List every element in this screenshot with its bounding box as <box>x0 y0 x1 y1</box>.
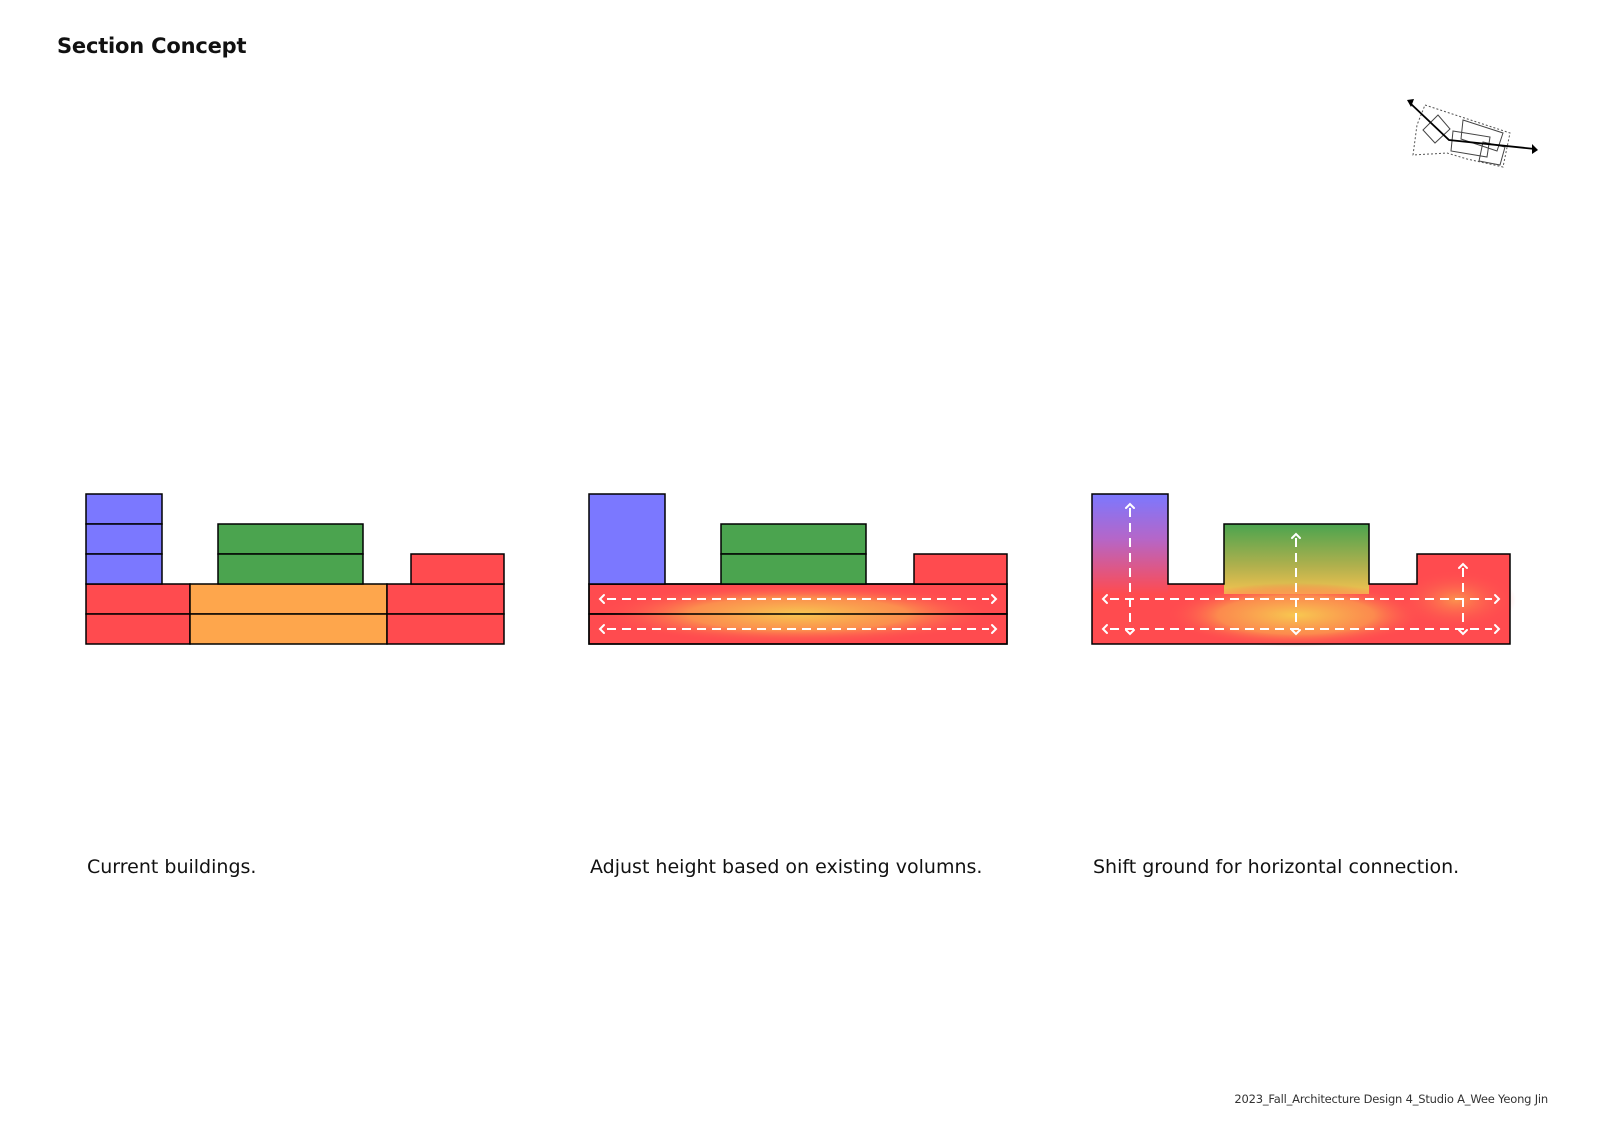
arrowhead-right-upper <box>991 594 998 604</box>
ground-floor-left <box>85 583 191 615</box>
red-volume <box>913 553 1008 585</box>
arrowhead-right-lower <box>991 624 998 634</box>
green-floor-2 <box>217 523 364 555</box>
credit-footer: 2023_Fall_Architecture Design 4_Studio A… <box>1234 1092 1548 1106</box>
ground-floor-middle <box>189 583 388 615</box>
blue-floor-1 <box>85 553 163 585</box>
caption-current-buildings: Current buildings. <box>87 856 257 878</box>
blue-floor-2 <box>85 523 163 555</box>
arrowhead-left-upper <box>598 594 605 604</box>
caption-adjust-height: Adjust height based on existing volumns. <box>590 856 983 878</box>
basement-right <box>386 613 505 645</box>
red-floor-1 <box>410 553 505 585</box>
section-diagram-adjusted <box>588 493 1008 645</box>
section-cut-key-plan-icon <box>1407 99 1538 168</box>
blue-floor-3 <box>85 493 163 525</box>
ground-floor-right <box>386 583 505 615</box>
green-floor-2 <box>720 523 867 555</box>
basement-middle <box>189 613 388 645</box>
arrowhead-left-lower <box>598 624 605 634</box>
basement-left <box>85 613 191 645</box>
blue-volume <box>588 493 666 585</box>
green-floor-1 <box>720 553 867 585</box>
green-floor-1 <box>217 553 364 585</box>
section-diagram-current <box>85 493 505 645</box>
page-title: Section Concept <box>57 34 247 58</box>
section-diagram-shifted <box>1091 493 1516 647</box>
caption-shift-ground: Shift ground for horizontal connection. <box>1093 856 1460 878</box>
